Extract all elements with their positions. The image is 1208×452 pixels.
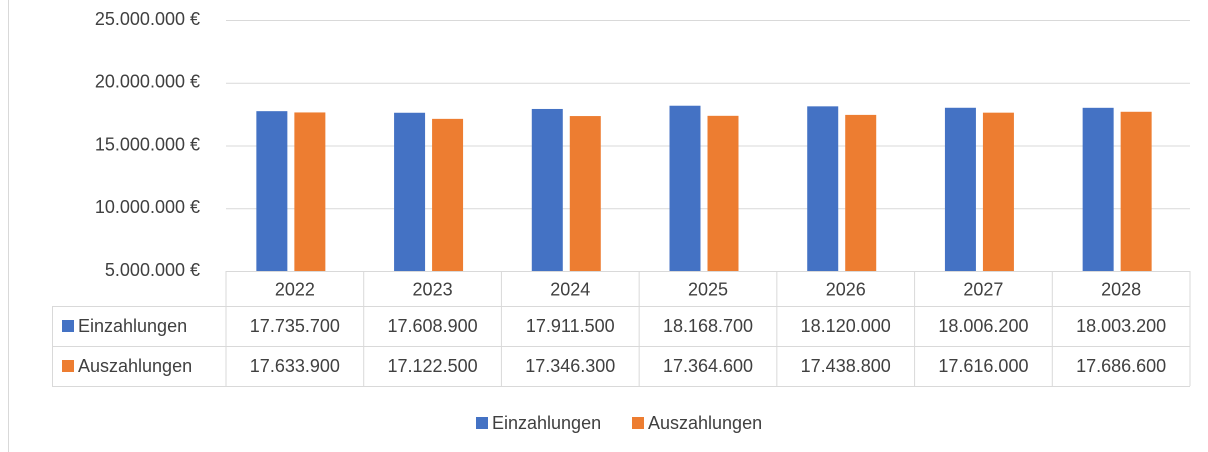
x-tick-label: 2025 — [688, 279, 728, 299]
table-cell: 18.120.000 — [801, 316, 891, 336]
table-cell: 17.616.000 — [938, 356, 1028, 376]
bar — [531, 108, 563, 271]
bar — [569, 116, 601, 272]
bar — [845, 114, 877, 271]
y-tick-label: 20.000.000 € — [95, 72, 200, 92]
legend-label: Einzahlungen — [492, 413, 601, 433]
legend-label: Auszahlungen — [648, 413, 762, 433]
bar — [982, 112, 1014, 272]
table-cell: 17.735.700 — [250, 316, 340, 336]
table-cell: 18.006.200 — [938, 316, 1028, 336]
bar — [1082, 107, 1114, 271]
bar — [669, 105, 701, 271]
legend-key — [632, 417, 644, 429]
table-cell: 17.364.600 — [663, 356, 753, 376]
y-tick-label: 25.000.000 € — [95, 9, 200, 29]
y-tick-label: 10.000.000 € — [95, 197, 200, 217]
table-cell: 17.346.300 — [525, 356, 615, 376]
table-cell: 17.911.500 — [526, 316, 615, 336]
legend-key — [62, 320, 74, 332]
bar — [256, 111, 288, 271]
legend-key — [476, 417, 488, 429]
x-tick-label: 2023 — [413, 279, 453, 299]
bar — [944, 107, 976, 271]
table-cell: 17.438.800 — [801, 356, 891, 376]
table-row-label: Einzahlungen — [78, 316, 187, 336]
bar — [394, 112, 426, 272]
table-cell: 17.122.500 — [388, 356, 478, 376]
y-tick-label: 15.000.000 € — [95, 134, 200, 154]
y-tick-label: 5.000.000 € — [105, 260, 200, 280]
bar — [432, 118, 464, 271]
x-tick-label: 2028 — [1101, 279, 1141, 299]
table-cell: 18.168.700 — [663, 316, 753, 336]
table-cell: 17.686.600 — [1076, 356, 1166, 376]
bar — [1120, 111, 1152, 271]
bar — [294, 112, 326, 272]
x-tick-label: 2022 — [275, 279, 315, 299]
bar — [807, 106, 839, 272]
x-tick-label: 2026 — [826, 279, 866, 299]
table-cell: 17.608.900 — [388, 316, 478, 336]
x-tick-label: 2024 — [550, 279, 590, 299]
table-cell: 18.003.200 — [1076, 316, 1166, 336]
bar — [707, 115, 739, 271]
legend-key — [62, 360, 74, 372]
table-cell: 17.633.900 — [250, 356, 340, 376]
x-tick-label: 2027 — [963, 279, 1003, 299]
table-row-label: Auszahlungen — [78, 356, 192, 376]
